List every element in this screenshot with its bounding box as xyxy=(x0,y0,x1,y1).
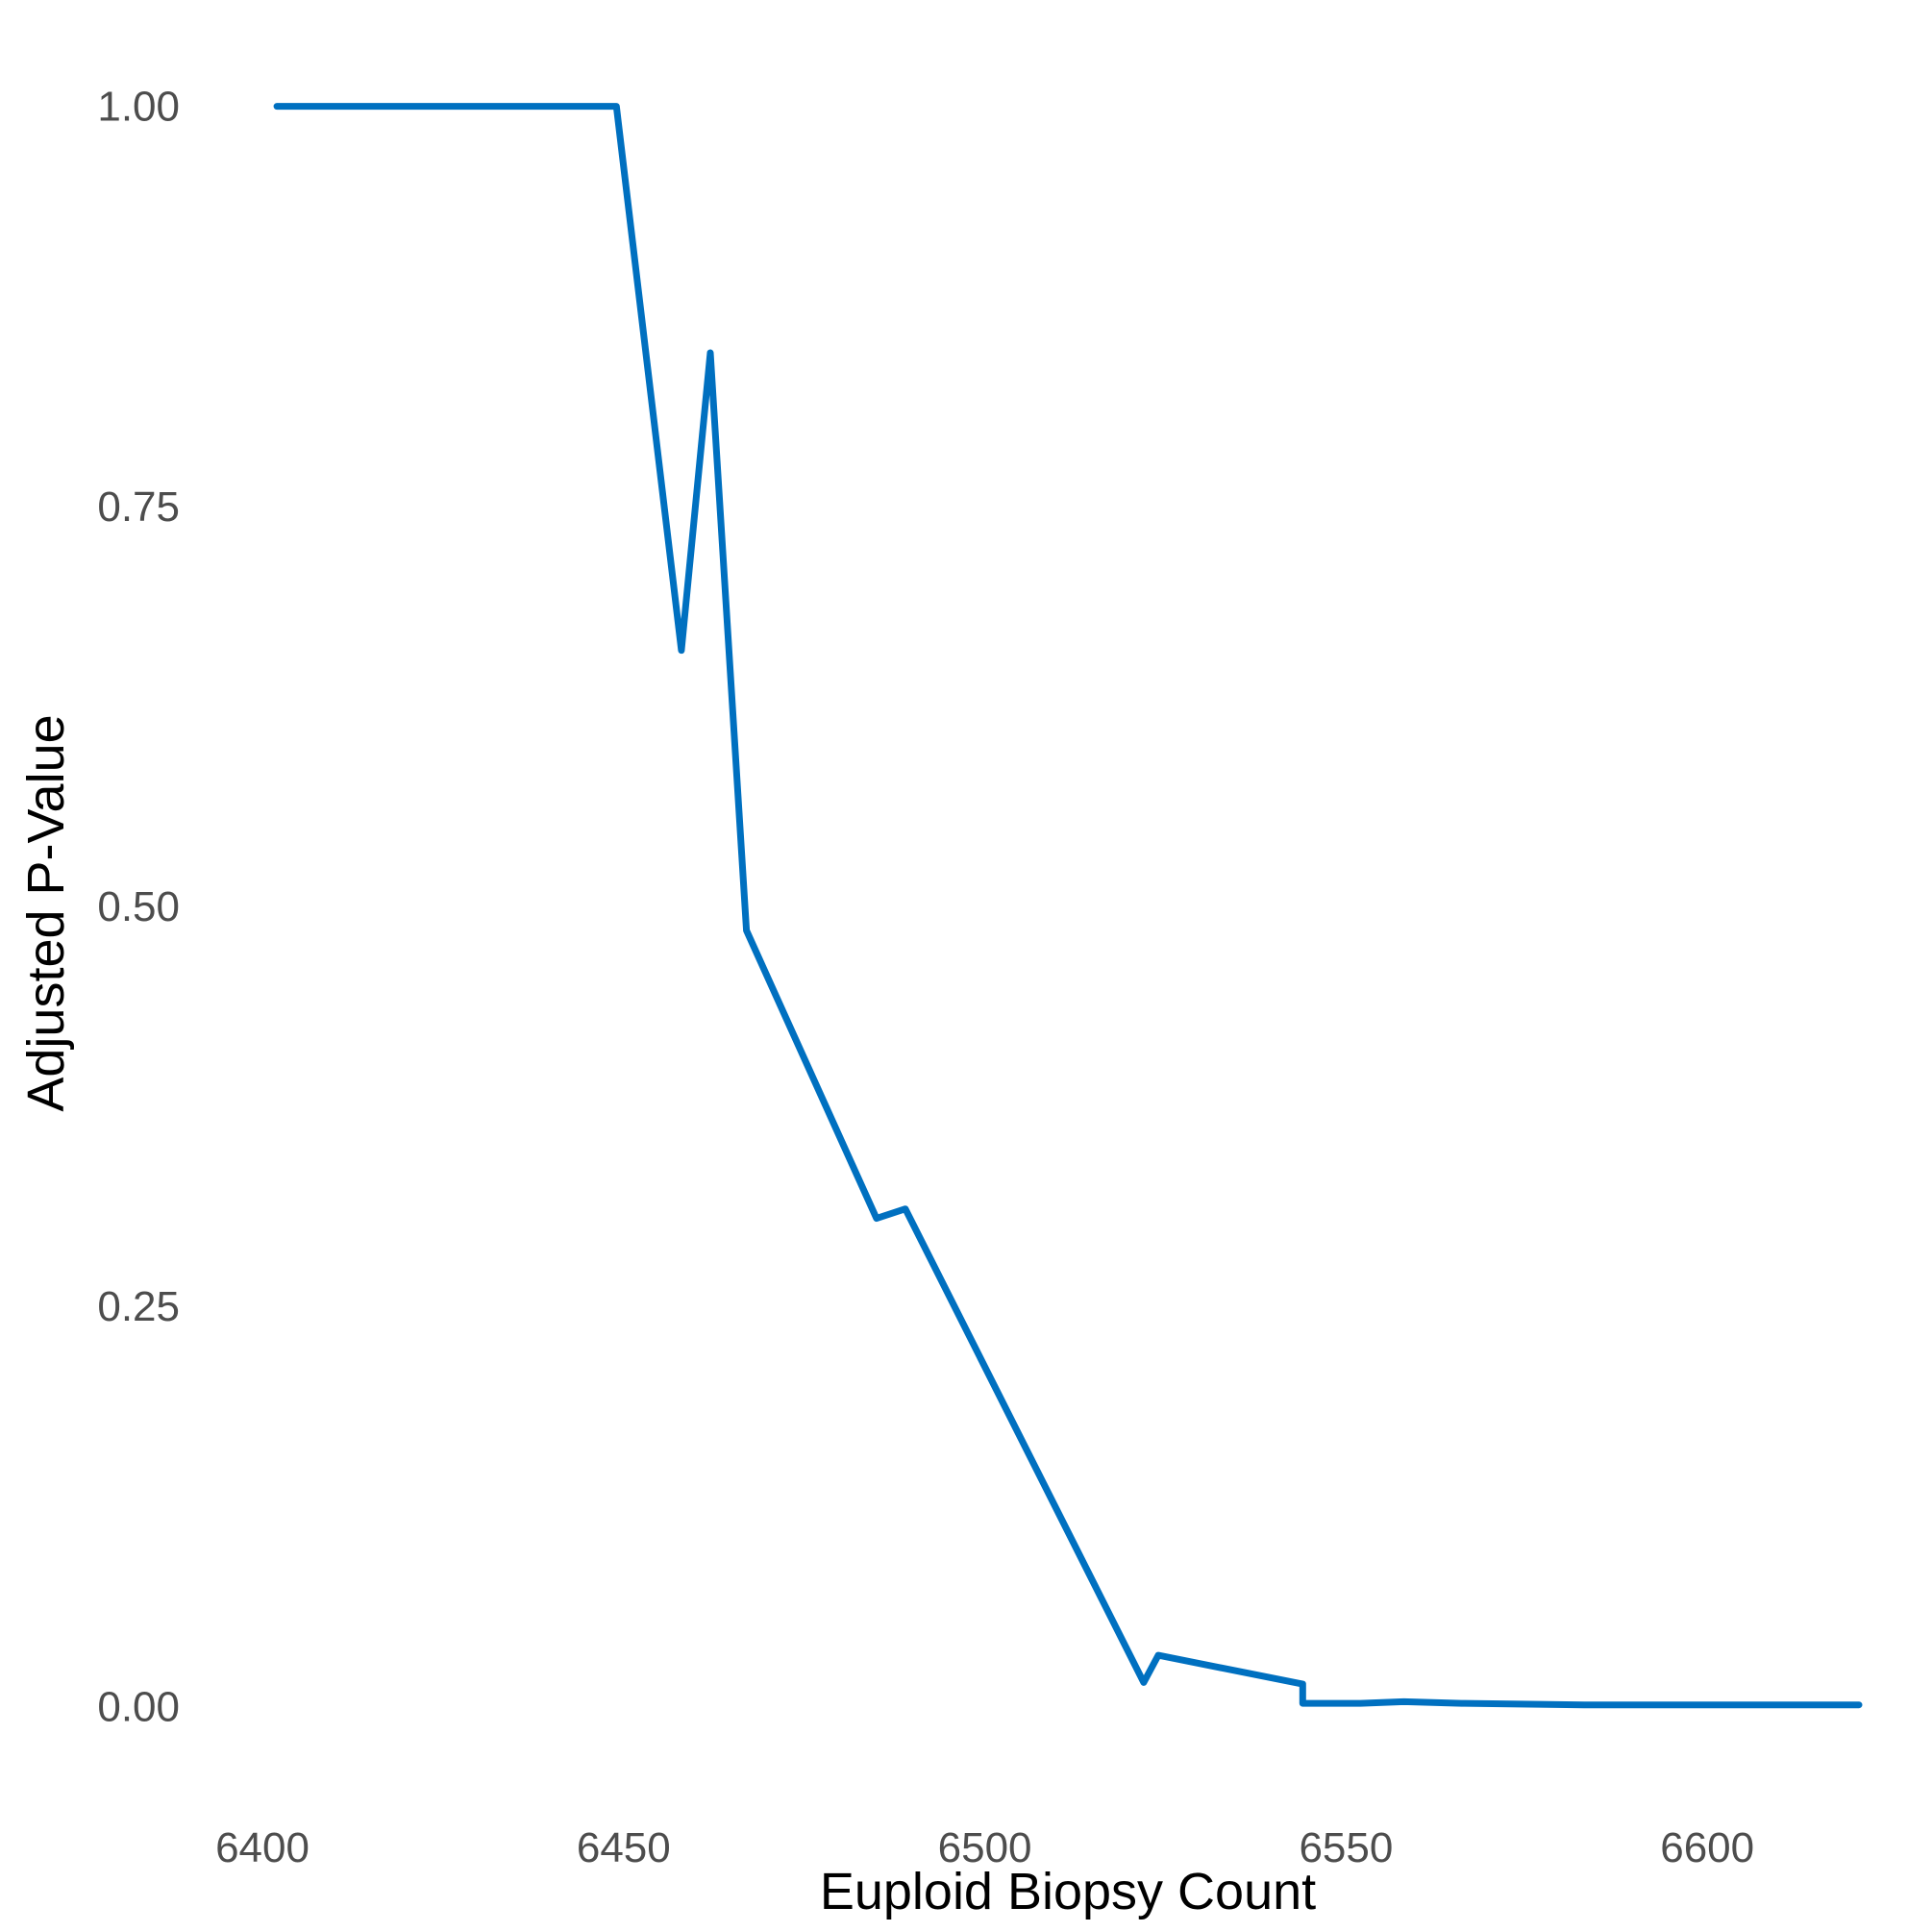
y-tick-label: 0.50 xyxy=(97,883,180,930)
y-tick-label: 0.75 xyxy=(97,483,180,531)
y-tick-label: 0.25 xyxy=(97,1283,180,1330)
x-axis-ticks: 6400 6450 6500 6550 6600 xyxy=(215,1824,1754,1871)
y-axis-title: Adjusted P-Value xyxy=(17,714,75,1111)
x-tick-label: 6450 xyxy=(577,1824,671,1871)
x-tick-label: 6400 xyxy=(215,1824,310,1871)
series-line xyxy=(273,103,1863,1709)
y-tick-label: 0.00 xyxy=(97,1683,180,1730)
x-tick-label: 6600 xyxy=(1660,1824,1754,1871)
x-axis-title: Euploid Biopsy Count xyxy=(820,1863,1316,1920)
y-tick-label: 1.00 xyxy=(97,84,180,131)
x-tick-label: 6550 xyxy=(1299,1824,1393,1871)
y-axis-ticks: 0.00 0.25 0.50 0.75 1.00 xyxy=(97,84,180,1731)
x-tick-label: 6500 xyxy=(938,1824,1032,1871)
series-layer xyxy=(273,103,1863,1709)
